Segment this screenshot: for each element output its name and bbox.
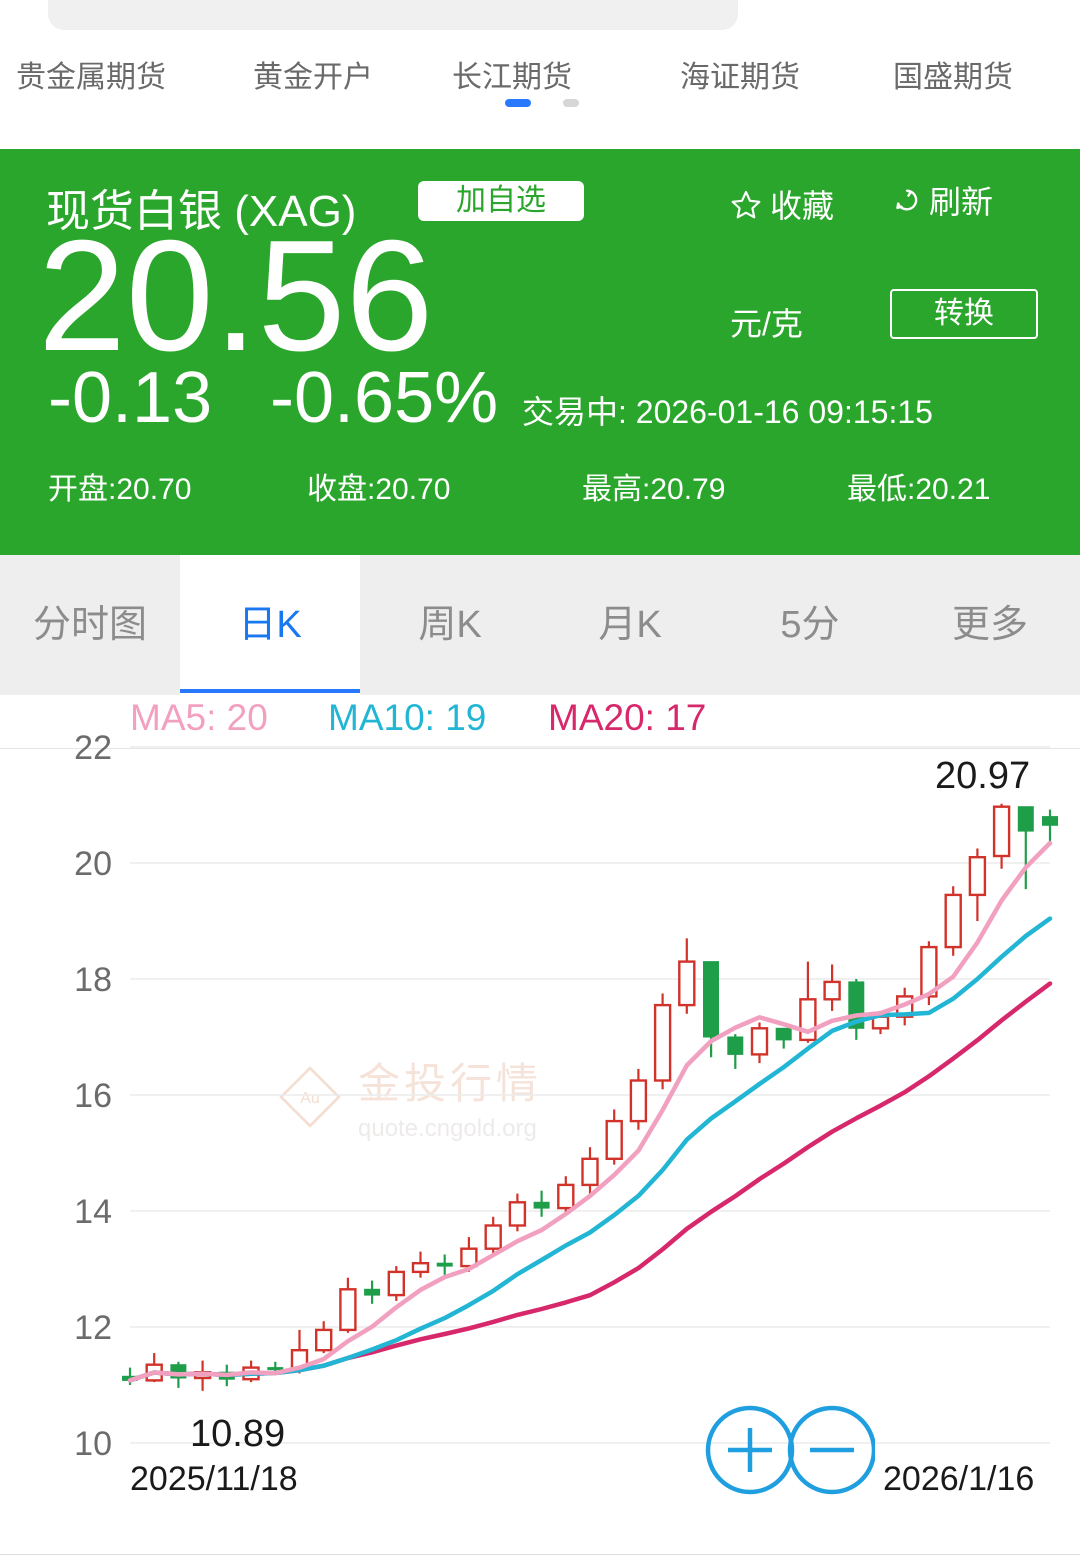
svg-text:10: 10: [74, 1425, 112, 1463]
svg-text:14: 14: [74, 1193, 112, 1231]
svg-text:16: 16: [74, 1077, 112, 1115]
svg-text:20: 20: [74, 845, 112, 883]
svg-text:12: 12: [74, 1309, 112, 1347]
svg-text:18: 18: [74, 961, 112, 999]
svg-text:22: 22: [74, 729, 112, 767]
